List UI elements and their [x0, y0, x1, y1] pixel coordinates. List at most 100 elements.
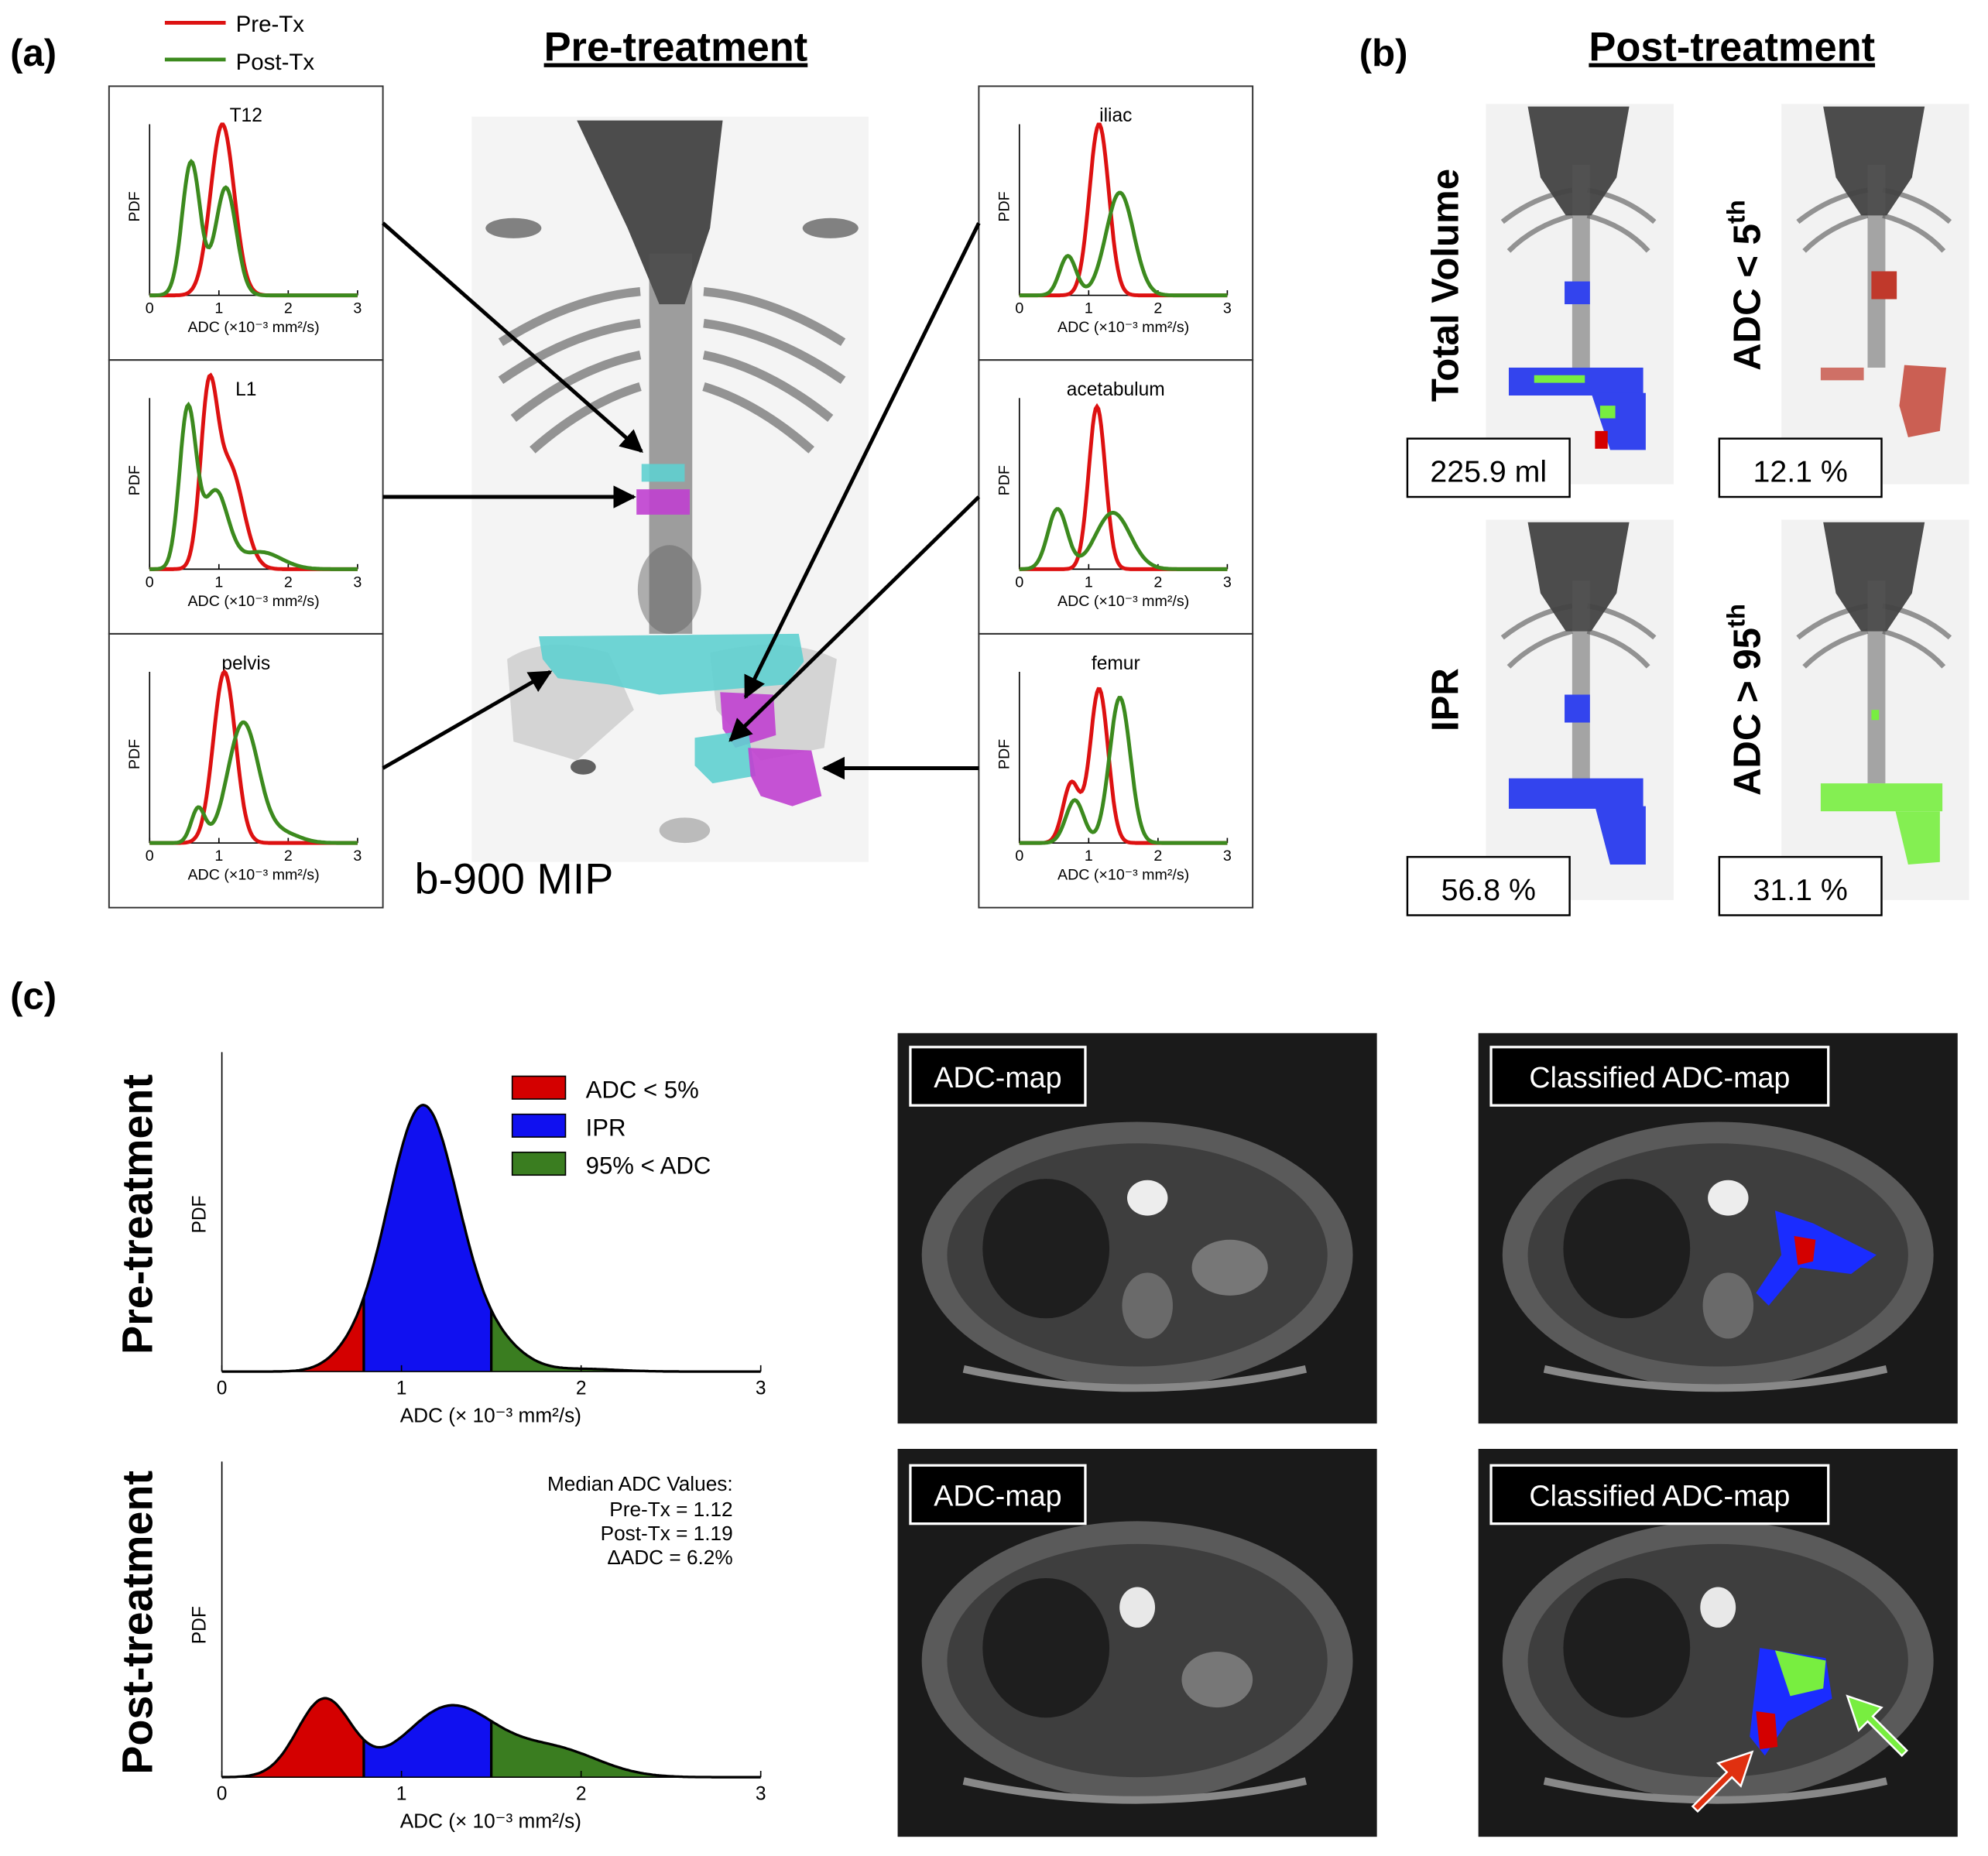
density-outline: [221, 1697, 761, 1779]
chart-title: L1: [235, 379, 256, 400]
x-tick-label: 1: [1085, 848, 1093, 865]
x-tick-label: 3: [353, 848, 362, 865]
value-box-ipr: 56.8 %: [1406, 855, 1571, 916]
x-tick-label: 2: [1153, 300, 1162, 317]
lesion-t12: [641, 464, 685, 482]
lesion-pelvis: [539, 633, 804, 695]
mip-adc-high: [1781, 519, 1969, 900]
median-title: Median ADC Values:: [547, 1472, 733, 1495]
lesion-iliac: [694, 730, 756, 784]
row-label-post-treatment: Post-treatment: [114, 1471, 162, 1775]
lesion-femur: [748, 748, 822, 806]
series-post-tx: [1019, 696, 1228, 845]
legend-label-low: ADC < 5%: [586, 1076, 699, 1103]
tag-classified-post-label: Classified ADC-map: [1529, 1480, 1790, 1512]
chart-femur: femur PDF 0 1 2 3 ADC (×10⁻³ mm²/s): [996, 653, 1232, 884]
median-post: Post-Tx = 1.19: [601, 1522, 733, 1545]
x-tick-label: 2: [576, 1378, 587, 1399]
x-tick-label: 3: [756, 1784, 766, 1805]
region-high: [491, 1310, 761, 1372]
plot-box-femur: [978, 632, 1254, 909]
series-pre-tx: [1019, 402, 1228, 571]
x-tick-label: 0: [1015, 848, 1023, 865]
x-axis-label: ADC (×10⁻³ mm²/s): [1057, 867, 1189, 884]
y-axis-label: PDF: [126, 739, 143, 769]
x-tick-label: 1: [396, 1378, 407, 1399]
mip-adc-low: [1781, 104, 1969, 485]
x-axis-label: ADC (×10⁻³ mm²/s): [1057, 319, 1189, 336]
value-adc-low: 12.1 %: [1753, 454, 1848, 488]
legend-label-pre: Pre-Tx: [236, 12, 305, 37]
x-axis-label: ADC (×10⁻³ mm²/s): [187, 319, 319, 336]
arrow-acetabulum: [728, 495, 981, 742]
chart-pelvis: pelvis PDF 0 1 2 3 ADC (×10⁻³ mm²/s): [126, 653, 362, 884]
x-tick-label: 3: [1223, 848, 1232, 865]
tag-adc-map-post-label: ADC-map: [934, 1480, 1061, 1512]
panel-label-c: (c): [10, 976, 57, 1018]
panel-label-a: (a): [10, 33, 57, 74]
x-tick-label: 0: [217, 1378, 228, 1399]
large-charts: PDF 0 1 2 3 ADC (× 10⁻³ mm²/s) PDF 0 1 2 3 ADC (× 1…: [189, 1052, 766, 1833]
adc-map-pre-classified: [1478, 1032, 1958, 1424]
x-tick-label: 2: [1153, 848, 1162, 865]
series-post-tx: [1019, 190, 1228, 298]
chart-title: pelvis: [221, 653, 270, 674]
mip-total-volume: [1486, 104, 1674, 485]
x-tick-label: 1: [1085, 574, 1093, 591]
chart-L1: L1 PDF 0 1 2 3 ADC (×10⁻³ mm²/s): [126, 372, 362, 610]
legend-label-ipr: IPR: [586, 1114, 626, 1141]
arrow-pelvis: [382, 669, 553, 770]
legend-label-post: Post-Tx: [236, 50, 315, 75]
label-adc-low-main: ADC < 5: [1726, 224, 1768, 371]
median-annotation: Median ADC Values: Pre-Tx = 1.12 Post-Tx…: [547, 1472, 733, 1569]
x-tick-label: 2: [284, 300, 293, 317]
chart-T12: T12 PDF 0 1 2 3 ADC (×10⁻³ mm²/s): [126, 105, 362, 336]
chart-title: acetabulum: [1067, 379, 1165, 400]
x-axis-label: ADC (×10⁻³ mm²/s): [187, 593, 319, 610]
x-tick-label: 0: [146, 848, 154, 865]
tag-classified-pre: Classified ADC-map: [1489, 1046, 1830, 1107]
label-adc-low-sup: th: [1722, 200, 1750, 224]
x-tick-label: 0: [146, 300, 154, 317]
heading-post-treatment: Post-treatment: [1589, 26, 1875, 70]
label-adc-low: ADC < 5th: [1722, 200, 1769, 371]
heading-pre-treatment: Pre-treatment: [544, 26, 808, 70]
value-total-volume: 225.9 ml: [1430, 454, 1547, 488]
arrow-iliac: [743, 222, 981, 700]
series-post-tx: [1019, 507, 1228, 571]
chart-acetabulum: acetabulum PDF 0 1 2 3 ADC (×10⁻³ mm²/s): [996, 379, 1232, 610]
chart-title: T12: [230, 105, 262, 126]
x-tick-label: 2: [284, 574, 293, 591]
x-axis-label: ADC (×10⁻³ mm²/s): [1057, 593, 1189, 610]
chart-title: iliac: [1099, 105, 1132, 126]
x-tick-label: 0: [1015, 300, 1023, 317]
mip-ipr: [1486, 519, 1674, 900]
x-tick-label: 0: [146, 574, 154, 591]
x-axis-label: ADC (× 10⁻³ mm²/s): [400, 1810, 581, 1833]
x-tick-label: 1: [396, 1784, 407, 1805]
y-axis-label: PDF: [996, 739, 1013, 769]
y-axis-label: PDF: [189, 1195, 210, 1233]
y-axis-label: PDF: [189, 1606, 210, 1644]
series-post-tx: [149, 720, 358, 845]
tag-adc-map-pre: ADC-map: [909, 1046, 1087, 1107]
tag-classified-pre-label: Classified ADC-map: [1529, 1061, 1790, 1094]
y-axis-label: PDF: [996, 191, 1013, 221]
panel-label-b: (b): [1359, 33, 1408, 74]
x-tick-label: 1: [1085, 300, 1093, 317]
median-pre: Pre-Tx = 1.12: [609, 1498, 732, 1521]
y-axis-label: PDF: [996, 465, 1013, 495]
tag-adc-map-pre-label: ADC-map: [934, 1061, 1061, 1094]
mip-image: [471, 116, 869, 862]
label-adc-high-sup: th: [1722, 604, 1750, 628]
label-total-volume: Total Volume: [1424, 169, 1466, 402]
x-tick-label: 0: [217, 1784, 228, 1805]
chart-pre-treatment: PDF 0 1 2 3 ADC (× 10⁻³ mm²/s): [189, 1052, 766, 1427]
region-ipr: [363, 1104, 492, 1372]
arrows: [381, 221, 981, 780]
chart-title: femur: [1092, 653, 1140, 674]
row-label-pre-treatment: Pre-treatment: [114, 1074, 162, 1354]
tag-adc-map-post: ADC-map: [909, 1464, 1087, 1526]
